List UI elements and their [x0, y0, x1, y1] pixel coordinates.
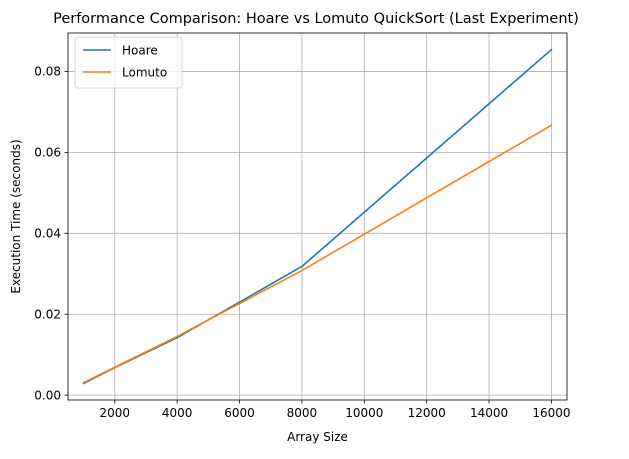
x-tick-label: 14000	[470, 406, 508, 420]
x-axis-ticks: 2000 4000 6000 8000 10000 12000 14000 16000	[100, 400, 571, 420]
series-line-lomuto	[82, 124, 553, 384]
y-tick-label: 0.08	[34, 65, 61, 79]
y-axis-label: Execution Time (seconds)	[9, 139, 23, 293]
y-axis-ticks: 0.00 0.02 0.04 0.06 0.08	[34, 65, 68, 402]
x-tick-label: 8000	[287, 406, 318, 420]
x-tick-label: 6000	[224, 406, 255, 420]
legend-label: Lomuto	[122, 65, 167, 79]
y-tick-label: 0.04	[34, 227, 61, 241]
y-tick-label: 0.02	[34, 308, 61, 322]
x-axis-label: Array Size	[287, 430, 348, 444]
x-tick-label: 10000	[345, 406, 383, 420]
legend-label: Hoare	[122, 43, 158, 57]
legend: Hoare Lomuto	[74, 36, 183, 89]
chart-title: Performance Comparison: Hoare vs Lomuto …	[53, 11, 579, 27]
grid	[68, 33, 567, 400]
x-tick-label: 12000	[408, 406, 446, 420]
y-tick-label: 0.06	[34, 146, 61, 160]
x-tick-label: 16000	[532, 406, 570, 420]
x-tick-label: 2000	[100, 406, 131, 420]
y-tick-label: 0.00	[34, 388, 61, 402]
series-lines	[82, 48, 553, 385]
x-tick-label: 4000	[162, 406, 193, 420]
plot-frame	[67, 32, 568, 401]
